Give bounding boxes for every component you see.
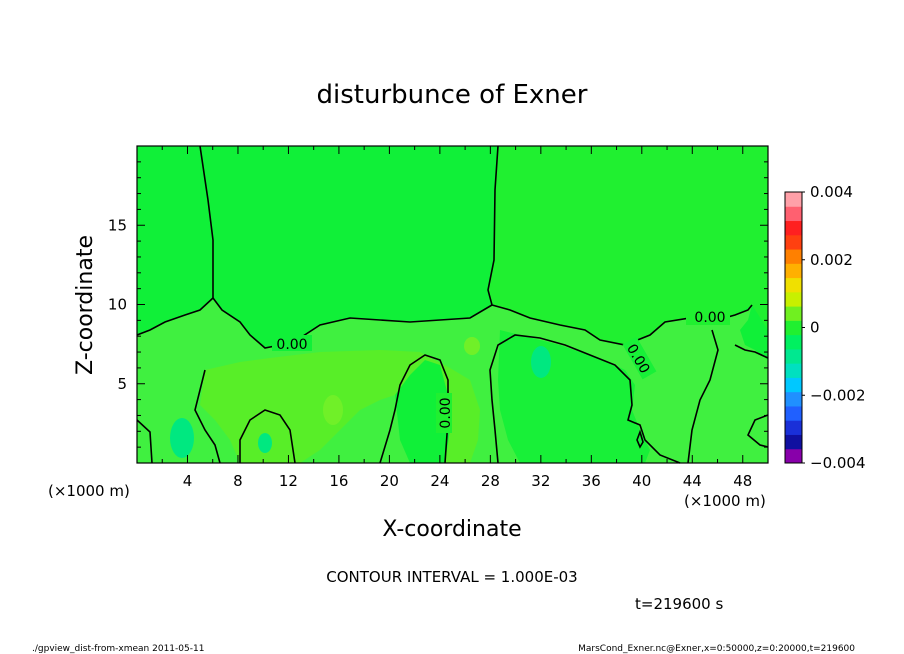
chart-title: disturbunce of Exner: [317, 80, 588, 110]
contour-line-right-wiggle: [734, 344, 769, 359]
plot-area: [137, 146, 768, 463]
field-spot-negative-2: [170, 418, 194, 458]
colorbar-segment: [785, 277, 802, 293]
contour-line-lower-left: [136, 419, 153, 464]
colorbar-segment: [785, 291, 802, 307]
x-unit-right: (×1000 m): [684, 492, 766, 510]
contour-label-3: 0.00: [438, 397, 454, 428]
contour-label-bg-2: [686, 309, 730, 325]
field-region-zero-upper-mid: [200, 146, 498, 348]
colorbar-segment: [785, 377, 802, 393]
x-tick-label: 8: [233, 472, 243, 490]
colorbar-segment: [785, 334, 802, 350]
contour-label-2: 0.00: [694, 310, 725, 326]
contour-line-ridge: [212, 297, 493, 349]
colorbar-segment: [785, 391, 802, 407]
y-axis-ticks: 5 10 15: [108, 145, 768, 464]
footer-left: ./gpview_dist-from-xmean 2011-05-11: [32, 644, 204, 654]
field-region-zero-upper-right: [488, 146, 768, 345]
field-region-zero-upper-left: [137, 146, 213, 335]
contour-line-left-lobe: [194, 369, 221, 464]
colorbar-segment: [785, 348, 802, 364]
colorbar-segment: [785, 434, 802, 450]
contour-line-left-upper: [136, 145, 214, 336]
time-text: t=219600 s: [635, 595, 723, 613]
x-tick-label: 28: [481, 472, 500, 490]
contour-label-1: 0.00: [276, 337, 307, 353]
x-axis-ticks: 4 8 12 16 20 24 28 32 36 40 44 48: [136, 146, 769, 490]
colorbar-segment: [785, 249, 802, 264]
x-tick-label: 20: [380, 472, 399, 490]
colorbar-tick-labels: 0.004 0.002 0 −0.002 −0.004: [802, 183, 866, 472]
x-tick-label: 44: [683, 472, 702, 490]
colorbar-segment: [785, 420, 802, 435]
field-spot-positive-1: [464, 337, 480, 355]
colorbar-segment: [785, 320, 802, 336]
x-tick-label: 48: [733, 472, 752, 490]
colorbar-tick-label: −0.002: [810, 386, 866, 404]
field-spot-negative-3: [258, 433, 272, 453]
colorbar-segment: [785, 363, 802, 378]
footer-right: MarsCond_Exner.nc@Exner,x=0:50000,z=0:20…: [578, 644, 855, 654]
x-axis-label: X-coordinate: [382, 517, 521, 542]
colorbar-segment: [785, 206, 802, 222]
contour-label-bg-3: [436, 393, 452, 433]
colorbar-tick-label: −0.004: [810, 454, 866, 472]
contour-line-lobe: [489, 334, 681, 464]
x-tick-label: 32: [531, 472, 550, 490]
x-tick-label: 36: [582, 472, 601, 490]
x-tick-label: 40: [632, 472, 651, 490]
x-tick-label: 16: [329, 472, 348, 490]
colorbar-segment: [785, 448, 802, 464]
x-tick-label: 4: [183, 472, 193, 490]
x-tick-label: 24: [430, 472, 449, 490]
y-tick-label: 15: [108, 216, 127, 234]
contour-label-bg-1: [272, 335, 312, 351]
field-spot-positive-2: [323, 395, 343, 425]
colorbar-segment: [785, 220, 802, 236]
y-tick-label: 10: [108, 296, 127, 314]
contour-line-inner-left: [239, 409, 296, 464]
colorbar: [784, 191, 803, 464]
colorbar-tick-label: 0: [810, 319, 820, 337]
colorbar-segment: [785, 192, 802, 207]
y-tick-label: 5: [117, 375, 127, 393]
x-tick-label: 12: [279, 472, 298, 490]
colorbar-segment: [785, 405, 802, 421]
contour-label-bg-4: [622, 336, 657, 380]
colorbar-segment: [785, 306, 802, 321]
contour-interval-text: CONTOUR INTERVAL = 1.000E-03: [326, 568, 577, 586]
contour-line-right-edge: [747, 414, 769, 448]
field-region-zero-pocket: [395, 360, 450, 463]
colorbar-segment: [785, 263, 802, 279]
field-spot-negative-1: [531, 346, 551, 378]
colorbar-tick-label: 0.004: [810, 183, 853, 201]
x-unit-left: (×1000 m): [48, 482, 130, 500]
y-axis-label: Z-coordinate: [73, 235, 98, 375]
colorbar-segment: [785, 234, 802, 250]
colorbar-tick-label: 0.002: [810, 251, 853, 269]
contour-line-small-loop: [636, 429, 644, 449]
contour-line-right-lower: [687, 329, 719, 464]
